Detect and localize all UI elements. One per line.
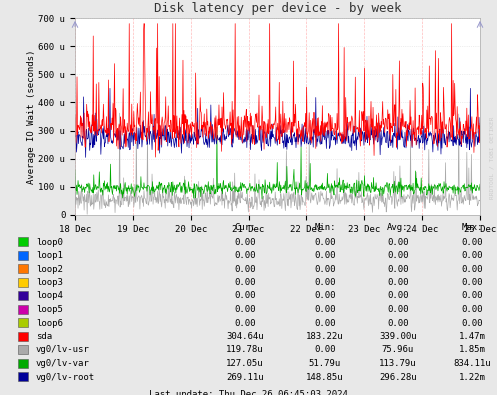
Text: 269.11u: 269.11u [226,372,264,382]
Text: 0.00: 0.00 [461,305,483,314]
Text: 127.05u: 127.05u [226,359,264,368]
Text: 75.96u: 75.96u [382,346,414,354]
Text: 0.00: 0.00 [234,292,256,301]
Text: 0.00: 0.00 [234,237,256,246]
Text: 51.79u: 51.79u [309,359,341,368]
Text: RRDTOOL / TOBI OETIKER: RRDTOOL / TOBI OETIKER [490,117,495,199]
Text: vg0/lv-usr: vg0/lv-usr [36,346,90,354]
Text: 0.00: 0.00 [234,265,256,273]
Text: 148.85u: 148.85u [306,372,344,382]
Text: 0.00: 0.00 [387,318,409,327]
Text: Avg:: Avg: [387,224,409,233]
Text: 304.64u: 304.64u [226,332,264,341]
Text: loop2: loop2 [36,265,63,273]
Text: 0.00: 0.00 [314,278,336,287]
Text: 0.00: 0.00 [387,251,409,260]
Text: 0.00: 0.00 [387,237,409,246]
Text: 0.00: 0.00 [314,292,336,301]
Text: 0.00: 0.00 [314,237,336,246]
Text: vg0/lv-var: vg0/lv-var [36,359,90,368]
Text: 0.00: 0.00 [461,318,483,327]
Text: Last update: Thu Dec 26 06:45:03 2024: Last update: Thu Dec 26 06:45:03 2024 [149,390,348,395]
Text: sda: sda [36,332,52,341]
Text: 296.28u: 296.28u [379,372,417,382]
Text: 339.00u: 339.00u [379,332,417,341]
Text: loop6: loop6 [36,318,63,327]
Text: Cur:: Cur: [234,224,256,233]
Text: 1.85m: 1.85m [459,346,486,354]
Text: 0.00: 0.00 [314,346,336,354]
Text: 0.00: 0.00 [387,278,409,287]
Text: 0.00: 0.00 [234,318,256,327]
Text: loop3: loop3 [36,278,63,287]
Text: 119.78u: 119.78u [226,346,264,354]
Text: loop4: loop4 [36,292,63,301]
Text: 0.00: 0.00 [314,265,336,273]
Text: 1.22m: 1.22m [459,372,486,382]
Text: 0.00: 0.00 [234,251,256,260]
Text: 1.47m: 1.47m [459,332,486,341]
Text: 113.79u: 113.79u [379,359,417,368]
Text: 0.00: 0.00 [461,251,483,260]
Text: 0.00: 0.00 [387,265,409,273]
Text: Max:: Max: [461,224,483,233]
Text: 0.00: 0.00 [314,318,336,327]
Text: vg0/lv-root: vg0/lv-root [36,372,95,382]
Y-axis label: Average IO Wait (seconds): Average IO Wait (seconds) [27,49,36,184]
Text: 834.11u: 834.11u [453,359,491,368]
Text: 0.00: 0.00 [314,305,336,314]
Text: 183.22u: 183.22u [306,332,344,341]
Text: loop5: loop5 [36,305,63,314]
Text: loop0: loop0 [36,237,63,246]
Text: 0.00: 0.00 [461,292,483,301]
Text: 0.00: 0.00 [314,251,336,260]
Text: loop1: loop1 [36,251,63,260]
Text: 0.00: 0.00 [461,237,483,246]
Title: Disk latency per device - by week: Disk latency per device - by week [154,2,401,15]
Text: 0.00: 0.00 [387,292,409,301]
Text: 0.00: 0.00 [461,265,483,273]
Text: Min:: Min: [314,224,336,233]
Text: 0.00: 0.00 [234,278,256,287]
Text: 0.00: 0.00 [387,305,409,314]
Text: 0.00: 0.00 [234,305,256,314]
Text: 0.00: 0.00 [461,278,483,287]
